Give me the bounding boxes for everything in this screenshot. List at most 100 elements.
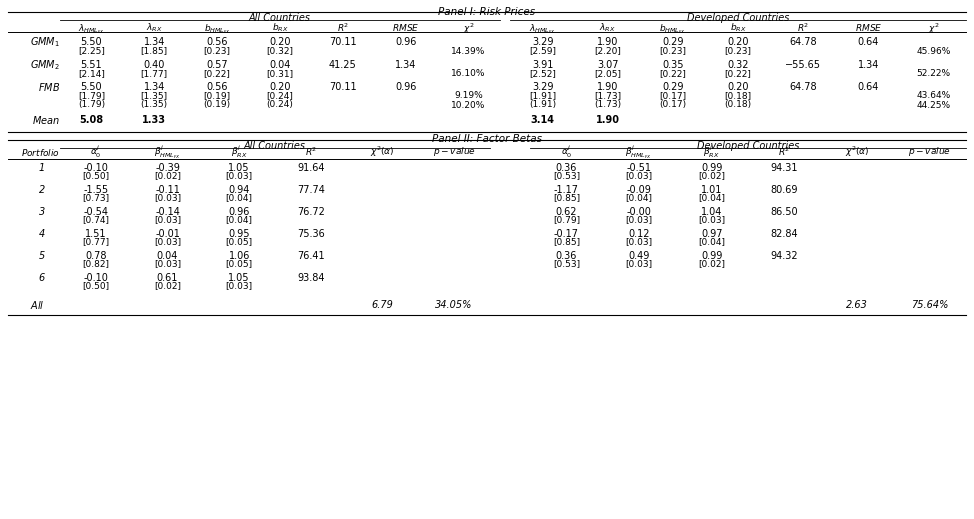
Text: $b_{RX}$: $b_{RX}$ xyxy=(730,22,746,34)
Text: [0.03]: [0.03] xyxy=(625,238,653,247)
Text: $\mathit{Mean}$: $\mathit{Mean}$ xyxy=(32,114,60,126)
Text: -0.54: -0.54 xyxy=(84,207,108,217)
Text: −55.65: −55.65 xyxy=(785,60,821,70)
Text: 0.04: 0.04 xyxy=(157,251,178,261)
Text: 0.20: 0.20 xyxy=(269,82,291,92)
Text: 0.57: 0.57 xyxy=(206,60,228,70)
Text: $\beta^j_{HML_{FX}}$: $\beta^j_{HML_{FX}}$ xyxy=(625,143,653,161)
Text: 3.91: 3.91 xyxy=(532,60,553,70)
Text: Panel I: Risk Prices: Panel I: Risk Prices xyxy=(438,7,536,17)
Text: -0.10: -0.10 xyxy=(84,163,108,173)
Text: [0.04]: [0.04] xyxy=(698,194,726,202)
Text: [2.14]: [2.14] xyxy=(78,70,105,78)
Text: -0.00: -0.00 xyxy=(626,207,652,217)
Text: [0.53]: [0.53] xyxy=(553,260,580,268)
Text: [0.03]: [0.03] xyxy=(154,215,181,225)
Text: 93.84: 93.84 xyxy=(297,273,324,283)
Text: $RMSE$: $RMSE$ xyxy=(854,22,882,33)
Text: 0.49: 0.49 xyxy=(628,251,650,261)
Text: 5.08: 5.08 xyxy=(79,115,103,125)
Text: [0.73]: [0.73] xyxy=(82,194,109,202)
Text: (1.79): (1.79) xyxy=(78,101,105,110)
Text: [0.02]: [0.02] xyxy=(154,171,181,181)
Text: [0.50]: [0.50] xyxy=(82,281,109,291)
Text: 1.34: 1.34 xyxy=(857,60,879,70)
Text: [1.77]: [1.77] xyxy=(140,70,168,78)
Text: $R^2$: $R^2$ xyxy=(778,146,791,158)
Text: 76.41: 76.41 xyxy=(297,251,324,261)
Text: [0.02]: [0.02] xyxy=(698,171,726,181)
Text: 0.56: 0.56 xyxy=(206,82,228,92)
Text: [0.17]: [0.17] xyxy=(659,91,687,101)
Text: 0.99: 0.99 xyxy=(701,251,723,261)
Text: All Countries: All Countries xyxy=(244,141,306,151)
Text: [0.50]: [0.50] xyxy=(82,171,109,181)
Text: 52.22%: 52.22% xyxy=(917,70,951,78)
Text: $\mathit{All}$: $\mathit{All}$ xyxy=(30,299,45,311)
Text: 0.20: 0.20 xyxy=(728,82,749,92)
Text: 0.96: 0.96 xyxy=(395,82,417,92)
Text: 0.61: 0.61 xyxy=(157,273,178,283)
Text: All Countries: All Countries xyxy=(249,13,311,23)
Text: $RMSE$: $RMSE$ xyxy=(392,22,420,33)
Text: 1.06: 1.06 xyxy=(229,251,250,261)
Text: [2.05]: [2.05] xyxy=(594,70,621,78)
Text: 0.20: 0.20 xyxy=(269,37,291,47)
Text: [0.04]: [0.04] xyxy=(226,194,252,202)
Text: [2.20]: [2.20] xyxy=(594,47,621,56)
Text: 34.05%: 34.05% xyxy=(435,300,472,310)
Text: $\alpha^j_0$: $\alpha^j_0$ xyxy=(561,144,572,160)
Text: 0.36: 0.36 xyxy=(555,163,577,173)
Text: $GMM_2$: $GMM_2$ xyxy=(30,58,60,72)
Text: 2: 2 xyxy=(39,185,45,195)
Text: 82.84: 82.84 xyxy=(770,229,798,239)
Text: -0.01: -0.01 xyxy=(155,229,180,239)
Text: [1.85]: [1.85] xyxy=(140,47,168,56)
Text: 0.56: 0.56 xyxy=(206,37,228,47)
Text: [2.59]: [2.59] xyxy=(529,47,556,56)
Text: 5.51: 5.51 xyxy=(81,60,102,70)
Text: $R^2$: $R^2$ xyxy=(305,146,317,158)
Text: $\lambda_{RX}$: $\lambda_{RX}$ xyxy=(146,22,163,34)
Text: $GMM_1$: $GMM_1$ xyxy=(30,35,60,49)
Text: [0.79]: [0.79] xyxy=(553,215,580,225)
Text: 0.20: 0.20 xyxy=(728,37,749,47)
Text: $R^2$: $R^2$ xyxy=(797,22,809,34)
Text: [0.05]: [0.05] xyxy=(226,260,252,268)
Text: 0.40: 0.40 xyxy=(143,60,165,70)
Text: [0.05]: [0.05] xyxy=(226,238,252,247)
Text: 70.11: 70.11 xyxy=(329,82,356,92)
Text: [0.85]: [0.85] xyxy=(553,238,580,247)
Text: 0.62: 0.62 xyxy=(555,207,577,217)
Text: [0.03]: [0.03] xyxy=(154,194,181,202)
Text: 75.36: 75.36 xyxy=(297,229,324,239)
Text: [0.74]: [0.74] xyxy=(83,215,109,225)
Text: [2.52]: [2.52] xyxy=(529,70,556,78)
Text: 5: 5 xyxy=(39,251,45,261)
Text: 3: 3 xyxy=(39,207,45,217)
Text: [0.03]: [0.03] xyxy=(154,260,181,268)
Text: [0.03]: [0.03] xyxy=(625,171,653,181)
Text: (1.91): (1.91) xyxy=(529,101,556,110)
Text: [0.77]: [0.77] xyxy=(82,238,109,247)
Text: [0.03]: [0.03] xyxy=(698,215,726,225)
Text: 0.35: 0.35 xyxy=(662,60,684,70)
Text: 0.32: 0.32 xyxy=(728,60,749,70)
Text: $\lambda_{HML_{FX}}$: $\lambda_{HML_{FX}}$ xyxy=(78,22,105,35)
Text: -0.17: -0.17 xyxy=(554,229,579,239)
Text: -0.09: -0.09 xyxy=(626,185,652,195)
Text: $b_{RX}$: $b_{RX}$ xyxy=(272,22,288,34)
Text: 1.04: 1.04 xyxy=(701,207,723,217)
Text: Panel II: Factor Betas: Panel II: Factor Betas xyxy=(432,134,542,144)
Text: 1: 1 xyxy=(39,163,45,173)
Text: 1.90: 1.90 xyxy=(596,115,619,125)
Text: [2.25]: [2.25] xyxy=(78,47,105,56)
Text: [0.03]: [0.03] xyxy=(154,238,181,247)
Text: [0.03]: [0.03] xyxy=(226,281,252,291)
Text: 1.01: 1.01 xyxy=(701,185,723,195)
Text: 0.29: 0.29 xyxy=(662,82,684,92)
Text: 1.51: 1.51 xyxy=(85,229,106,239)
Text: [0.18]: [0.18] xyxy=(725,91,752,101)
Text: 5.50: 5.50 xyxy=(81,37,102,47)
Text: 1.90: 1.90 xyxy=(597,82,618,92)
